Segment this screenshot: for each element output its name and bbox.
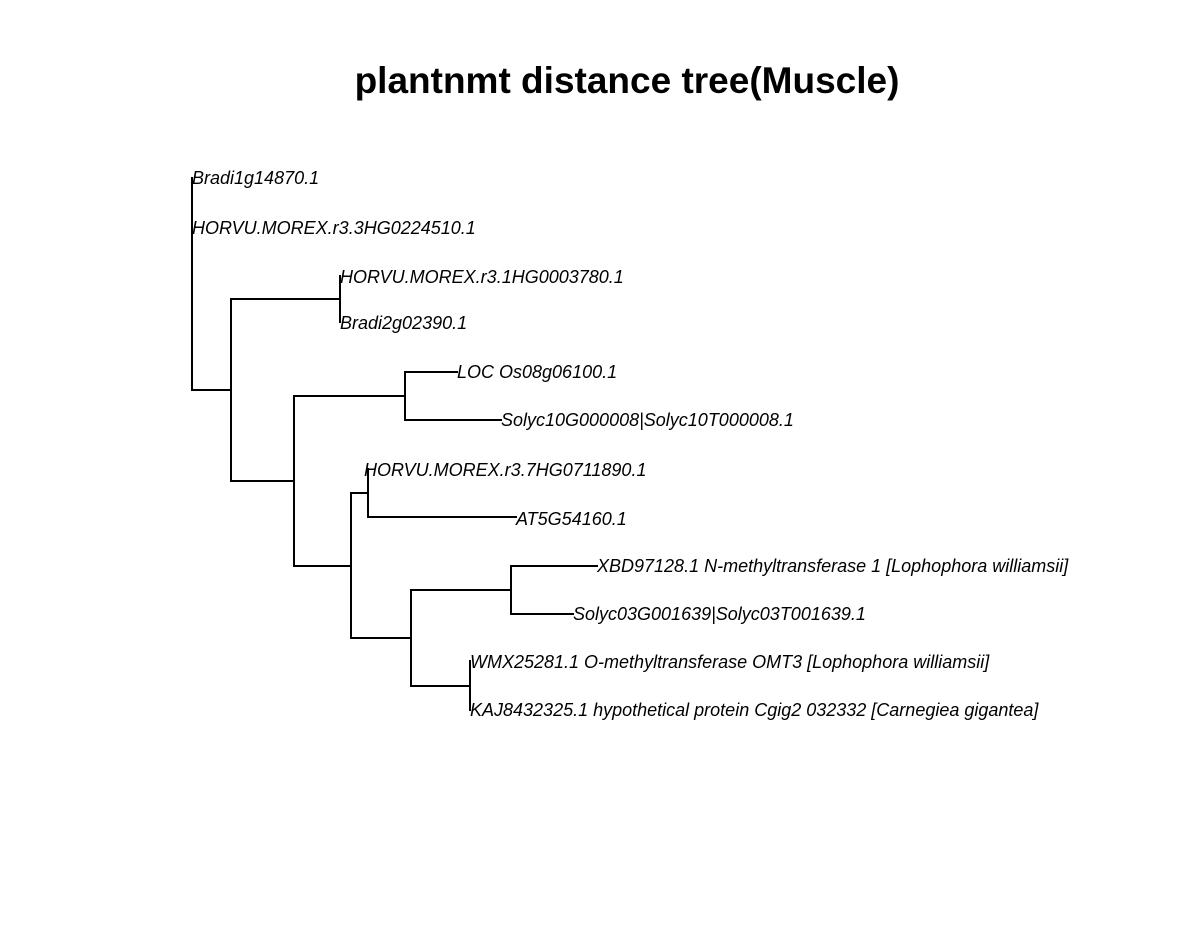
leaf-label: AT5G54160.1	[515, 509, 627, 529]
leaf-label: WMX25281.1 O-methyltransferase OMT3 [Lop…	[470, 652, 990, 672]
leaf-label: KAJ8432325.1 hypothetical protein Cgig2 …	[470, 700, 1039, 720]
leaf-label: LOC Os08g06100.1	[457, 362, 617, 382]
leaf-labels: Bradi1g14870.1 HORVU.MOREX.r3.3HG0224510…	[192, 168, 1069, 720]
leaf-label: Bradi1g14870.1	[192, 168, 319, 188]
leaf-label: HORVU.MOREX.r3.3HG0224510.1	[192, 218, 476, 238]
chart-title: plantnmt distance tree(Muscle)	[355, 60, 900, 101]
leaf-label: Solyc10G000008|Solyc10T000008.1	[501, 410, 794, 430]
leaf-label: Bradi2g02390.1	[340, 313, 467, 333]
leaf-label: HORVU.MOREX.r3.1HG0003780.1	[340, 267, 624, 287]
leaf-label: XBD97128.1 N-methyltransferase 1 [Lophop…	[596, 556, 1069, 576]
leaf-label: HORVU.MOREX.r3.7HG0711890.1	[364, 460, 646, 480]
tree-branches	[191, 177, 598, 711]
leaf-label: Solyc03G001639|Solyc03T001639.1	[573, 604, 866, 624]
